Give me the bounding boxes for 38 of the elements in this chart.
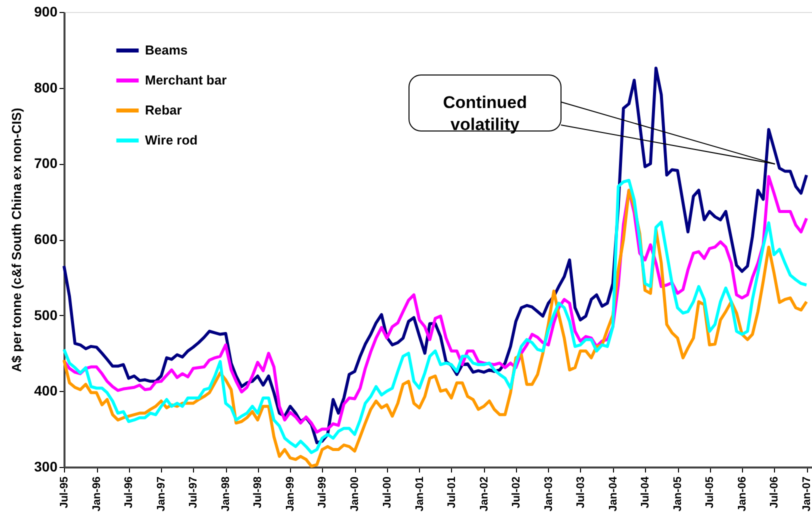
x-tick-label: Jul-06 bbox=[768, 476, 781, 508]
x-tick-label: Jan-01 bbox=[414, 476, 426, 512]
x-tick-label: Jan-96 bbox=[91, 476, 104, 512]
x-tick-label: Jan-98 bbox=[220, 476, 232, 512]
x-tick-label: Jan-97 bbox=[156, 476, 168, 512]
x-tick-label: Jan-05 bbox=[672, 476, 684, 512]
x-tick-label: Jul-05 bbox=[704, 476, 716, 508]
y-tick-label: 900 bbox=[34, 4, 58, 20]
line-series bbox=[62, 66, 808, 444]
legend-label: Wire rod bbox=[145, 132, 198, 148]
x-tick-label: Jul-04 bbox=[640, 476, 652, 508]
x-tick-label: Jan-02 bbox=[478, 476, 490, 512]
x-tick-label: Jul-00 bbox=[381, 476, 394, 508]
x-tick-label: Jul-98 bbox=[252, 476, 264, 508]
x-tick-label: Jan-03 bbox=[542, 476, 555, 512]
y-tick-label: 700 bbox=[34, 155, 58, 172]
y-tick-label: 300 bbox=[34, 458, 58, 474]
x-tick-label: Jul-02 bbox=[510, 476, 522, 508]
x-tick-label: Jan-04 bbox=[607, 476, 620, 512]
legend-label: Beams bbox=[145, 42, 188, 58]
y-tick-label: 400 bbox=[34, 382, 58, 399]
x-tick-label: Jan-06 bbox=[736, 476, 749, 512]
x-tick-label: Jan-00 bbox=[349, 476, 362, 512]
x-tick-label: Jul-03 bbox=[574, 476, 587, 508]
x-tick-label: Jul-99 bbox=[316, 476, 329, 508]
x-tick-label: Jan-99 bbox=[284, 476, 297, 512]
annotation: Continued volatility bbox=[442, 93, 528, 134]
legend-label: Merchant bar bbox=[145, 72, 227, 88]
x-tick-label: Jul-97 bbox=[188, 476, 200, 508]
x-tick-label: Jul-01 bbox=[446, 476, 458, 508]
y-axis-title: A$ per tonne (c&f South China ex non-CIS) bbox=[9, 108, 24, 372]
y-tick-label: 500 bbox=[34, 306, 58, 323]
x-tick-label: Jul-96 bbox=[123, 476, 136, 508]
y-tick-label: 600 bbox=[34, 231, 58, 247]
y-tick-label: 800 bbox=[34, 79, 58, 96]
x-tick-label: Jan-07 bbox=[801, 476, 812, 512]
x-tick-label: Jul-95 bbox=[58, 476, 70, 508]
legend-label: Rebar bbox=[145, 102, 182, 118]
